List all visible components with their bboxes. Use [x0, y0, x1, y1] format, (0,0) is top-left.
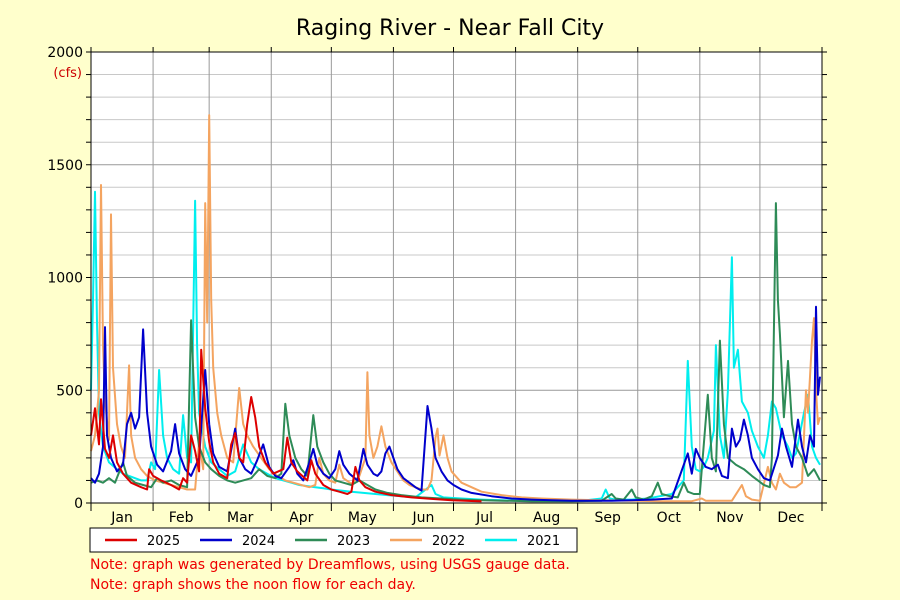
y-tick-label: 2000	[47, 45, 83, 61]
month-label: Jun	[412, 510, 435, 526]
y-tick-label: 500	[56, 383, 83, 399]
series-line-2025	[90, 348, 482, 503]
legend-label-2022: 2022	[432, 534, 465, 549]
legend-label-2021: 2021	[527, 534, 560, 549]
chart-title: Raging River - Near Fall City	[296, 16, 604, 41]
y-tick-label: 1000	[47, 271, 83, 287]
series-group	[90, 114, 821, 503]
month-label: May	[348, 510, 377, 526]
legend: 2025 2024 2023 2022 2021	[89, 527, 578, 553]
month-label: Mar	[227, 510, 254, 526]
y-tick-label: 0	[74, 496, 83, 512]
note-source: Note: graph was generated by Dreamflows,…	[90, 557, 570, 573]
month-label: Apr	[289, 510, 313, 526]
month-label: Aug	[533, 510, 560, 526]
month-label: Oct	[657, 510, 682, 526]
month-label: Sep	[595, 510, 622, 526]
y-axis-unit: (cfs)	[53, 66, 82, 81]
note-noon-flow: Note: graph shows the noon flow for each…	[90, 577, 416, 593]
month-label: Jan	[110, 510, 133, 526]
y-tick-label: 1500	[47, 158, 83, 174]
month-label: Feb	[169, 510, 194, 526]
series-line-2021	[90, 190, 821, 502]
series-line-2024	[90, 305, 821, 502]
axes: 0 500 1000 1500 2000 Jan Feb Mar Apr May Jun Jul Aug…	[47, 45, 827, 526]
month-label: Nov	[716, 510, 743, 526]
month-label: Jul	[475, 510, 493, 526]
legend-label-2023: 2023	[337, 534, 370, 549]
legend-label-2024: 2024	[242, 534, 275, 549]
legend-label-2025: 2025	[147, 534, 180, 549]
month-label: Dec	[777, 510, 804, 526]
